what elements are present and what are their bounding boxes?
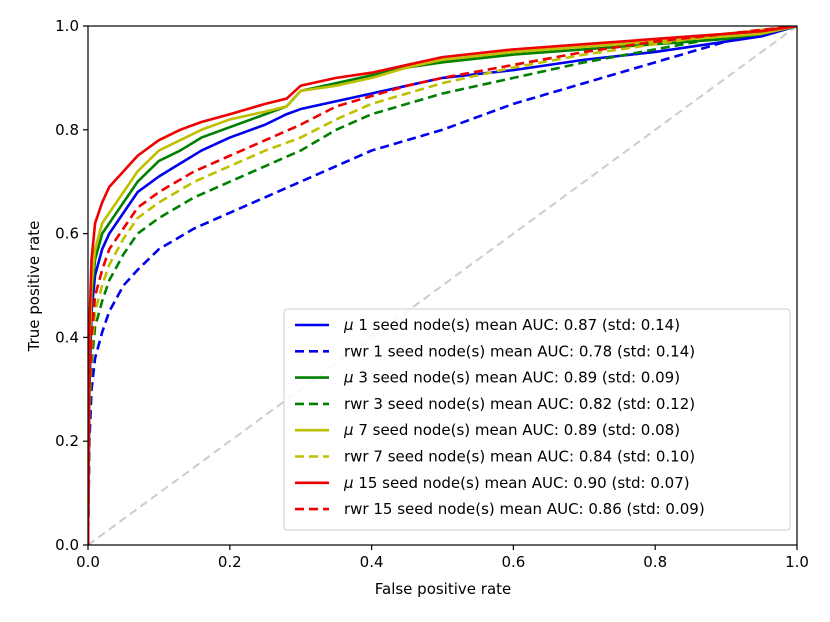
series-line-6 bbox=[88, 26, 797, 545]
series-line-3 bbox=[88, 26, 797, 545]
legend-box bbox=[283, 308, 791, 531]
legend-label-text: 3 seed node(s) mean AUC: 0.89 (std: 0.09… bbox=[354, 369, 681, 387]
x-tick-label: 0.4 bbox=[360, 553, 384, 571]
legend-label-3: rwr 3 seed node(s) mean AUC: 0.82 (std: … bbox=[344, 395, 695, 413]
plot-frame bbox=[87, 25, 798, 546]
legend: μ 1 seed node(s) mean AUC: 0.87 (std: 0.… bbox=[283, 308, 791, 531]
x-tick-label: 0.2 bbox=[218, 553, 242, 571]
x-tick-label: 0.8 bbox=[643, 553, 667, 571]
legend-label-text: 7 seed node(s) mean AUC: 0.89 (std: 0.08… bbox=[354, 421, 681, 439]
series-line-7 bbox=[88, 26, 797, 545]
x-tick-label: 1.0 bbox=[785, 553, 809, 571]
y-tick-label: 0.0 bbox=[55, 536, 79, 554]
legend-label-text: 1 seed node(s) mean AUC: 0.87 (std: 0.14… bbox=[354, 316, 681, 334]
legend-label-prefix: rwr bbox=[344, 500, 369, 518]
legend-label-prefix: μ bbox=[343, 316, 354, 334]
legend-label-prefix: rwr bbox=[344, 342, 369, 360]
x-tick-label: 0.0 bbox=[76, 553, 100, 571]
plot-area bbox=[87, 25, 798, 546]
x-axis-title: False positive rate bbox=[375, 580, 512, 598]
legend-label-prefix: μ bbox=[343, 369, 354, 387]
legend-label-prefix: rwr bbox=[344, 395, 369, 413]
legend-label-text: 15 seed node(s) mean AUC: 0.90 (std: 0.0… bbox=[354, 474, 690, 492]
y-tick-label: 0.2 bbox=[55, 432, 79, 450]
series-line-0 bbox=[88, 26, 797, 545]
series-line-5 bbox=[88, 26, 797, 545]
y-tick-label: 0.6 bbox=[55, 225, 79, 243]
legend-label-5: rwr 7 seed node(s) mean AUC: 0.84 (std: … bbox=[344, 448, 695, 466]
legend-label-text: 1 seed node(s) mean AUC: 0.78 (std: 0.14… bbox=[369, 342, 696, 360]
legend-label-text: 7 seed node(s) mean AUC: 0.84 (std: 0.10… bbox=[369, 448, 696, 466]
y-tick-label: 1.0 bbox=[55, 17, 79, 35]
legend-label-text: 3 seed node(s) mean AUC: 0.82 (std: 0.12… bbox=[369, 395, 696, 413]
legend-label-prefix: μ bbox=[343, 474, 354, 492]
x-tick-label: 0.6 bbox=[501, 553, 525, 571]
y-tick-label: 0.8 bbox=[55, 121, 79, 139]
legend-label-1: rwr 1 seed node(s) mean AUC: 0.78 (std: … bbox=[344, 342, 695, 360]
series-line-4 bbox=[88, 26, 797, 545]
series-line-2 bbox=[88, 26, 797, 545]
legend-label-6: μ 15 seed node(s) mean AUC: 0.90 (std: 0… bbox=[343, 474, 690, 492]
series-line-1 bbox=[88, 26, 797, 545]
y-tick-label: 0.4 bbox=[55, 328, 79, 346]
legend-label-text: 15 seed node(s) mean AUC: 0.86 (std: 0.0… bbox=[369, 500, 705, 518]
legend-label-4: μ 7 seed node(s) mean AUC: 0.89 (std: 0.… bbox=[343, 421, 680, 439]
chance-diagonal-line bbox=[87, 25, 798, 546]
legend-label-0: μ 1 seed node(s) mean AUC: 0.87 (std: 0.… bbox=[343, 316, 680, 334]
legend-label-7: rwr 15 seed node(s) mean AUC: 0.86 (std:… bbox=[344, 500, 705, 518]
y-axis-title: True positive rate bbox=[25, 221, 43, 353]
legend-label-2: μ 3 seed node(s) mean AUC: 0.89 (std: 0.… bbox=[343, 369, 680, 387]
legend-label-prefix: rwr bbox=[344, 448, 369, 466]
axes: 0.0 0.2 0.4 0.6 0.8 1.0 0.0 0.2 0.4 0.6 0.8 1.0 bbox=[55, 17, 809, 571]
legend-label-prefix: μ bbox=[343, 421, 354, 439]
